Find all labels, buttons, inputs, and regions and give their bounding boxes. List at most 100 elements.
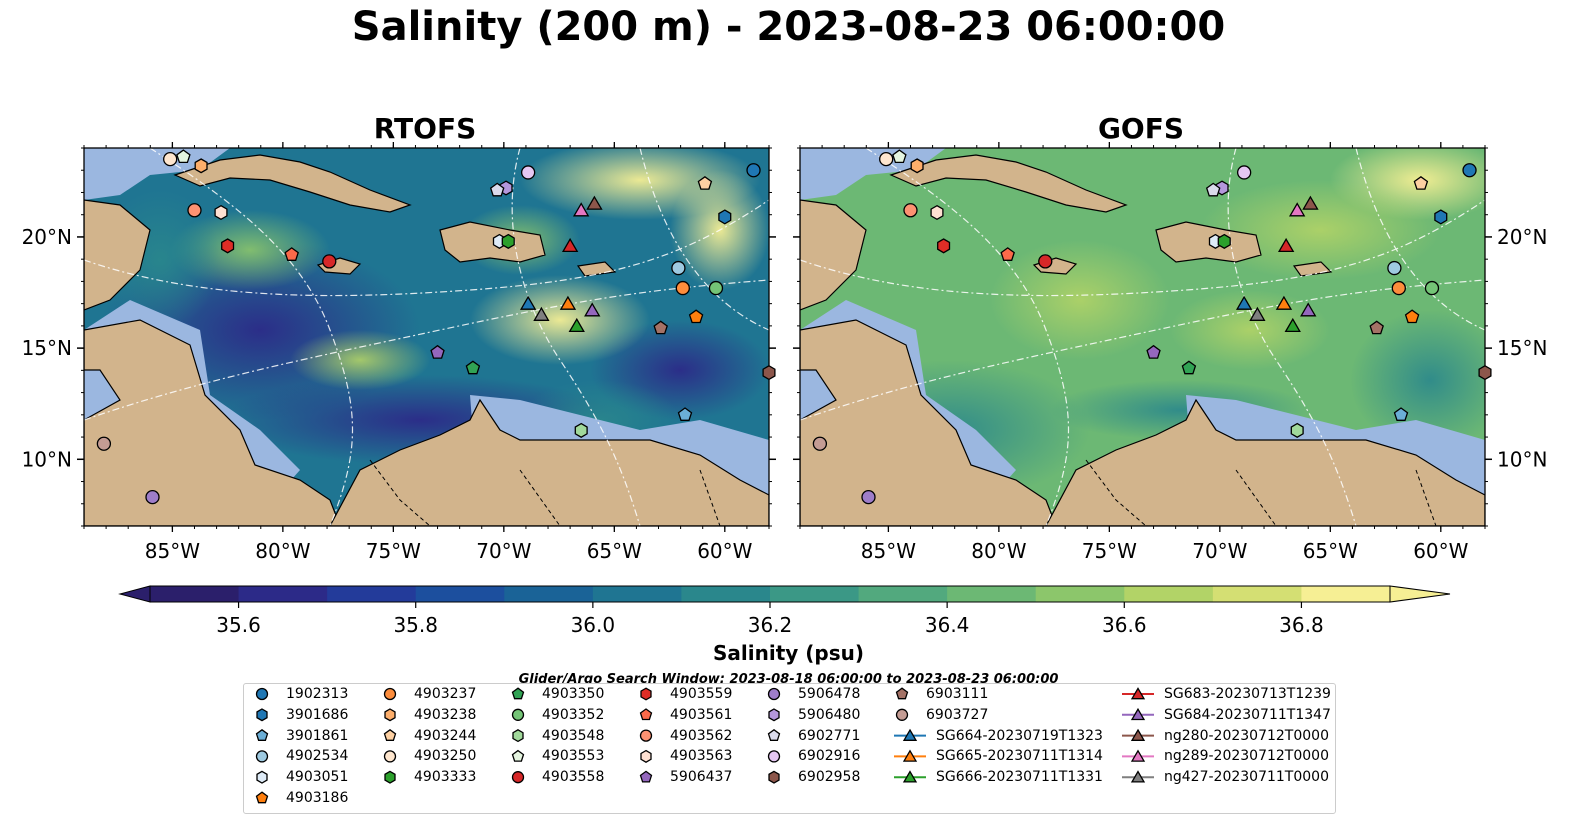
colorbar-segment <box>681 586 771 602</box>
platform-marker-6902916 <box>520 165 536 180</box>
colorbar-segment <box>150 586 240 602</box>
legend-label-4903186: 4903186 <box>286 790 349 806</box>
platform-marker-4903186 <box>1404 309 1420 324</box>
colorbar-segment <box>770 586 860 602</box>
legend-marker-4903553 <box>511 749 525 762</box>
platform-marker-4903186 <box>688 309 704 324</box>
colorbar-segment <box>1124 586 1214 602</box>
platform-marker-4903352 <box>708 280 724 296</box>
platform-marker-SG666-20230711T1331 <box>1284 317 1301 333</box>
platform-marker-4903559 <box>221 238 235 254</box>
platform-marker-4903333 <box>1217 233 1231 249</box>
platform-marker-3901861 <box>677 407 693 421</box>
colorbar-segment <box>504 586 594 602</box>
colorbar-segment <box>1301 586 1391 602</box>
colorbar-tick-label: 36.8 <box>1279 613 1324 637</box>
platform-marker-4903244 <box>1413 175 1429 190</box>
colorbar: 35.6 35.8 36.0 36.2 36.4 36.6 36.8 <box>118 585 1451 637</box>
legend-marker-4903350 <box>511 687 525 700</box>
legend-marker-4903558 <box>511 771 525 784</box>
legend-marker-1902313 <box>255 687 269 701</box>
legend-label-1902313: 1902313 <box>286 686 349 702</box>
platform-marker-6902958 <box>762 365 776 381</box>
legend-marker-4903186 <box>255 791 269 804</box>
platform-marker-6902771 <box>1205 182 1221 197</box>
panel-title-rtofs: RTOFS <box>373 112 477 145</box>
colorbar-tick-label: 35.8 <box>393 613 438 637</box>
legend-label-4903250: 4903250 <box>414 748 477 765</box>
legend-label-3901686: 3901686 <box>286 706 349 723</box>
y-tick-label-right: 10°N <box>1497 447 1547 471</box>
legend-label-4903561: 4903561 <box>670 706 733 723</box>
y-tick-label: 15°N <box>22 336 72 360</box>
platform-marker-4903352 <box>1424 280 1440 296</box>
legend-marker-4903237 <box>383 687 397 701</box>
legend-marker-5906480 <box>768 708 780 722</box>
platform-marker-1902313 <box>1462 163 1477 178</box>
platform-marker-6902771 <box>489 182 505 197</box>
platform-marker-5906478 <box>861 489 876 505</box>
legend-marker-SG664-20230719T1323 <box>902 728 918 741</box>
map-axes: 85°W 80°W 75°W 70°W 65°W 60°W 10°N 15°N 20°N 85°W… <box>22 142 1547 563</box>
legend-label-4903238: 4903238 <box>414 706 477 723</box>
platform-marker-4903563 <box>214 204 228 221</box>
legend-marker-5906478 <box>767 687 781 701</box>
platform-marker-4903562 <box>903 203 918 218</box>
legend-label-SG665-20230711T1314: SG665-20230711T1314 <box>936 748 1103 765</box>
legend-marker-6903727 <box>895 708 909 721</box>
platform-marker-6902916 <box>1236 165 1252 180</box>
colorbar-segment <box>592 586 682 602</box>
platform-marker-4903333 <box>501 233 515 249</box>
x-tick-label: 75°W <box>366 539 421 563</box>
legend-label-4903558: 4903558 <box>542 769 605 786</box>
rtofs-map <box>84 148 769 526</box>
legend-label-4903562: 4903562 <box>670 727 733 744</box>
x-tick-label: 75°W <box>1082 539 1137 563</box>
legend-label-ng280-20230712T0000: ng280-20230712T0000 <box>1164 727 1329 744</box>
y-tick-label-right: 20°N <box>1497 225 1547 249</box>
legend-label-5906478: 5906478 <box>798 686 861 702</box>
colorbar-segment <box>858 586 948 602</box>
platform-marker-3901861 <box>1393 407 1409 421</box>
legend-label-4903051: 4903051 <box>286 769 349 786</box>
platform-marker-6903111 <box>1369 320 1384 335</box>
legend-marker-4903238 <box>384 708 396 722</box>
y-tick-label: 20°N <box>22 225 72 249</box>
x-tick-label: 70°W <box>476 539 531 563</box>
x-tick-label: 60°W <box>1413 539 1468 563</box>
platform-marker-4903350 <box>1181 360 1197 375</box>
platform-marker-6903111 <box>653 320 668 335</box>
legend-label-4903553: 4903553 <box>542 748 605 765</box>
platform-marker-SG683-20230713T1239 <box>561 237 579 253</box>
legend-marker-4903244 <box>383 728 397 741</box>
map-panels: 85°W 80°W 75°W 70°W 65°W 60°W 10°N 15°N 20°N 85°W… <box>22 142 1547 563</box>
platform-marker-4903244 <box>697 175 713 190</box>
colorbar-tick-label: 35.6 <box>216 613 261 637</box>
platform-marker-4903561 <box>1000 247 1015 261</box>
platform-marker-ng427-20230711T0000 <box>1249 306 1266 321</box>
platform-marker-SG666-20230711T1331 <box>568 317 585 333</box>
platform-marker-ng289-20230712T0000 <box>1288 202 1306 217</box>
legend-label-5906480: 5906480 <box>798 706 861 723</box>
platform-marker-4903561 <box>284 247 299 261</box>
legend-marker-4903548 <box>512 729 524 743</box>
platform-marker-4903553 <box>892 149 907 164</box>
platform-marker-4903563 <box>930 204 944 221</box>
platform-marker-5906437 <box>430 344 445 359</box>
platform-marker-ng280-20230712T0000 <box>1302 195 1319 210</box>
platform-marker-6903727 <box>96 436 112 451</box>
legend-label-4902534: 4902534 <box>286 748 349 765</box>
colorbar-segment <box>947 586 1037 602</box>
legend-marker-4903051 <box>256 770 268 784</box>
legend-label-4903237: 4903237 <box>414 686 477 702</box>
legend-marker-4903562 <box>639 729 653 742</box>
legend-label-5906437: 5906437 <box>670 769 733 786</box>
colorbar-segment <box>415 586 505 602</box>
x-tick-label: 65°W <box>587 539 642 563</box>
legend-label-4903352: 4903352 <box>542 706 605 723</box>
legend-marker-6903111 <box>895 687 909 700</box>
legend-marker-4902534 <box>255 750 269 763</box>
platform-marker-4902534 <box>1387 260 1402 276</box>
platform-marker-4903562 <box>187 203 202 218</box>
legend-label-SG664-20230719T1323: SG664-20230719T1323 <box>936 727 1103 744</box>
